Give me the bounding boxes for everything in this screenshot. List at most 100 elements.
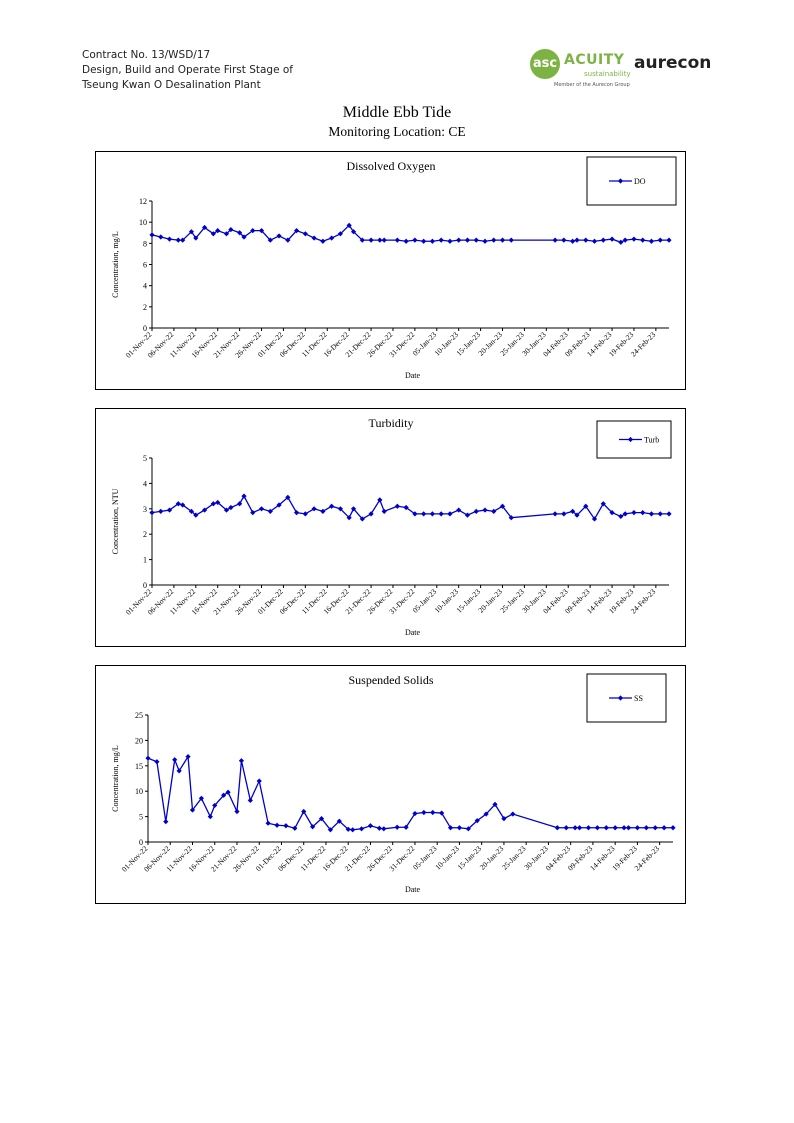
data-point: [492, 801, 498, 808]
data-point: [377, 237, 383, 243]
data-point: [631, 236, 637, 242]
data-point: [176, 768, 182, 774]
data-point: [241, 493, 247, 499]
data-point: [201, 224, 208, 231]
data-point: [376, 825, 382, 831]
data-point: [499, 237, 506, 243]
data-point: [438, 237, 444, 243]
legend-label: SS: [634, 694, 643, 703]
aurecon-logo: aurecon: [634, 53, 712, 73]
data-point: [456, 507, 462, 513]
data-point: [381, 826, 387, 832]
data-point: [193, 235, 199, 241]
chart-title: Turbidity: [369, 416, 414, 430]
data-point: [210, 231, 216, 237]
data-point: [570, 238, 576, 244]
data-point: [572, 825, 578, 831]
data-point: [225, 789, 231, 795]
data-point: [666, 237, 672, 243]
data-point: [570, 508, 576, 514]
data-point: [403, 824, 409, 830]
data-point: [421, 238, 427, 244]
legend-marker: [627, 436, 634, 443]
data-point: [185, 754, 191, 760]
data-point: [583, 237, 589, 243]
data-point: [464, 512, 471, 518]
data-point: [394, 503, 400, 509]
chart-title: Suspended Solids: [348, 673, 433, 687]
y-tick-label: 5: [139, 813, 143, 822]
data-point: [447, 238, 453, 244]
y-tick-label: 5: [143, 454, 147, 463]
data-point: [482, 238, 488, 244]
acuity-logo: asc ACUITY sustainability Member of the …: [530, 49, 631, 91]
data-point: [563, 825, 569, 831]
data-point: [234, 808, 240, 815]
data-point: [256, 778, 262, 784]
data-point: [346, 222, 352, 228]
data-point: [634, 825, 641, 831]
data-point: [576, 825, 583, 831]
data-point: [447, 511, 453, 517]
data-point: [552, 237, 558, 243]
data-point: [293, 228, 300, 234]
data-point: [585, 825, 592, 831]
data-point: [456, 825, 463, 831]
data-point: [648, 511, 655, 517]
data-point: [154, 759, 160, 765]
data-point: [283, 823, 289, 829]
data-point: [666, 511, 672, 517]
data-point: [350, 229, 357, 235]
data-point: [631, 510, 637, 516]
data-point: [311, 235, 317, 241]
data-point: [258, 506, 265, 512]
chart-panel-turbidity: Turbidity 0 1 2 3 4 5 01-Nov-22 06-Nov-22 11-Nov-…: [95, 408, 686, 647]
chart-title: Dissolved Oxygen: [347, 159, 436, 173]
data-point: [285, 237, 291, 243]
data-point: [612, 825, 618, 831]
data-point: [285, 494, 291, 500]
data-point: [302, 511, 308, 517]
data-point: [648, 238, 655, 244]
data-point: [180, 502, 186, 508]
data-point: [618, 513, 624, 520]
data-point: [158, 508, 164, 514]
data-point: [350, 827, 356, 833]
x-axis-label: Date: [405, 885, 421, 894]
data-point: [640, 237, 646, 243]
y-tick-label: 2: [143, 530, 147, 539]
series-line-turb: [151, 494, 669, 521]
data-point: [491, 508, 497, 514]
data-point: [207, 814, 213, 820]
data-point: [643, 825, 649, 831]
data-point: [429, 238, 436, 244]
y-tick-label: 1: [143, 556, 147, 565]
data-point: [166, 507, 173, 513]
x-tick-label: 24-Feb-23: [633, 844, 662, 873]
data-point: [510, 811, 516, 817]
data-point: [561, 511, 567, 517]
data-point: [158, 234, 164, 240]
y-axis-label: Concentration, mg/L: [111, 745, 120, 812]
data-point: [329, 503, 335, 509]
data-point: [175, 237, 181, 243]
data-point: [594, 825, 600, 831]
y-tick-label: 15: [135, 762, 143, 771]
data-point: [166, 236, 173, 242]
data-point: [622, 237, 628, 243]
data-point: [265, 820, 271, 826]
x-axis-label: Date: [405, 371, 421, 380]
data-point: [447, 825, 454, 831]
data-point: [574, 237, 580, 243]
chart-dissolved-oxygen: Dissolved Oxygen02468101201-Nov-2206-Nov…: [111, 156, 677, 380]
y-axis-label: Concentration, NTU: [111, 488, 120, 554]
data-point: [618, 239, 624, 245]
y-tick-label: 20: [135, 736, 143, 745]
data-point: [358, 826, 365, 832]
data-point: [609, 236, 615, 242]
y-tick-label: 3: [143, 505, 147, 514]
data-point: [421, 809, 427, 816]
data-point: [464, 237, 471, 243]
acuity-logo-mark: asc: [530, 49, 560, 79]
contract-number: Contract No. 13/WSD/17: [82, 49, 211, 61]
